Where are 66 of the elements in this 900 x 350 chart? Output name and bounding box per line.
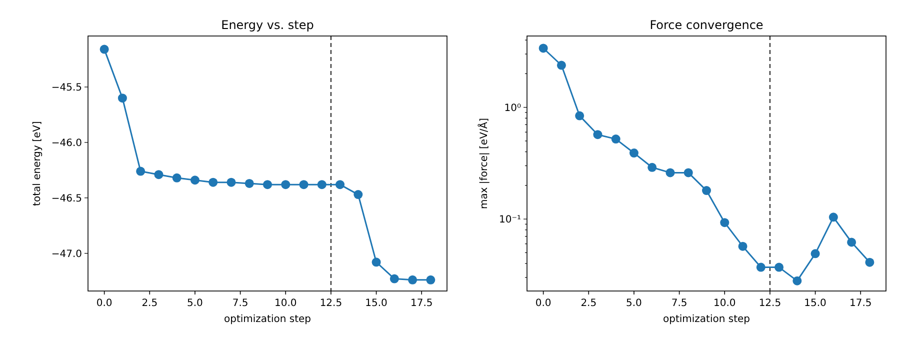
point [702,186,711,196]
x-tick-label: 10.0 [714,298,736,309]
y-tick-label: 10⁻¹ [498,214,521,226]
point [426,275,436,284]
point [538,44,548,53]
x-tick-label: 15.0 [365,298,388,309]
y-tick-label: −46.5 [51,193,82,204]
point [575,111,584,120]
x-tick-label: 0.0 [535,298,552,309]
x-tick-label: 2.5 [580,298,597,309]
point [684,168,693,178]
x-tick-label: 7.5 [671,298,688,309]
y-tick-label: −46.0 [51,138,82,149]
point [372,258,381,267]
x-axis-title: optimization step [662,314,750,325]
point [810,249,820,258]
point [556,60,566,70]
y-tick-label: −45.5 [51,82,82,94]
x-tick-label: 12.5 [320,298,342,309]
point [408,275,418,284]
point [317,180,326,190]
point [828,212,838,222]
point [336,180,345,190]
point [629,148,638,158]
x-tick-label: 7.5 [232,298,248,309]
point [100,44,109,54]
x-tick-label: 12.5 [758,298,782,309]
point [190,176,200,185]
point [756,262,766,272]
point [390,274,399,284]
y-tick-label: −47.0 [51,248,82,260]
point [118,94,127,103]
point [720,218,730,228]
point [263,180,272,190]
point [208,178,218,187]
point [354,190,363,200]
point [666,168,675,178]
point [611,134,620,144]
x-tick-label: 5.0 [626,298,642,309]
point [593,130,602,140]
point [847,238,856,247]
y-axis-title: max |force| [eV/Å] [477,118,490,210]
x-tick-label: 5.0 [187,298,203,309]
chart-title: Force convergence [650,18,764,32]
point [792,276,802,286]
point [299,180,308,190]
chart-title: Energy vs. step [221,18,314,32]
x-tick-label: 15.0 [804,298,826,309]
point [226,178,236,187]
x-tick-label: 2.5 [142,298,158,309]
x-tick-label: 17.5 [849,298,872,309]
point [774,262,784,272]
point [865,258,874,267]
point [136,166,146,176]
y-tick-label: 10⁰ [504,102,521,114]
x-tick-label: 17.5 [410,298,433,309]
point [281,180,290,190]
point [154,170,164,180]
x-axis-title: optimization step [224,314,312,325]
point [172,173,182,182]
point [648,162,657,172]
y-axis-title: total energy [eV] [32,120,43,206]
point [738,242,748,251]
point [244,178,254,188]
x-tick-label: 0.0 [96,298,112,309]
x-tick-label: 10.0 [274,298,297,309]
